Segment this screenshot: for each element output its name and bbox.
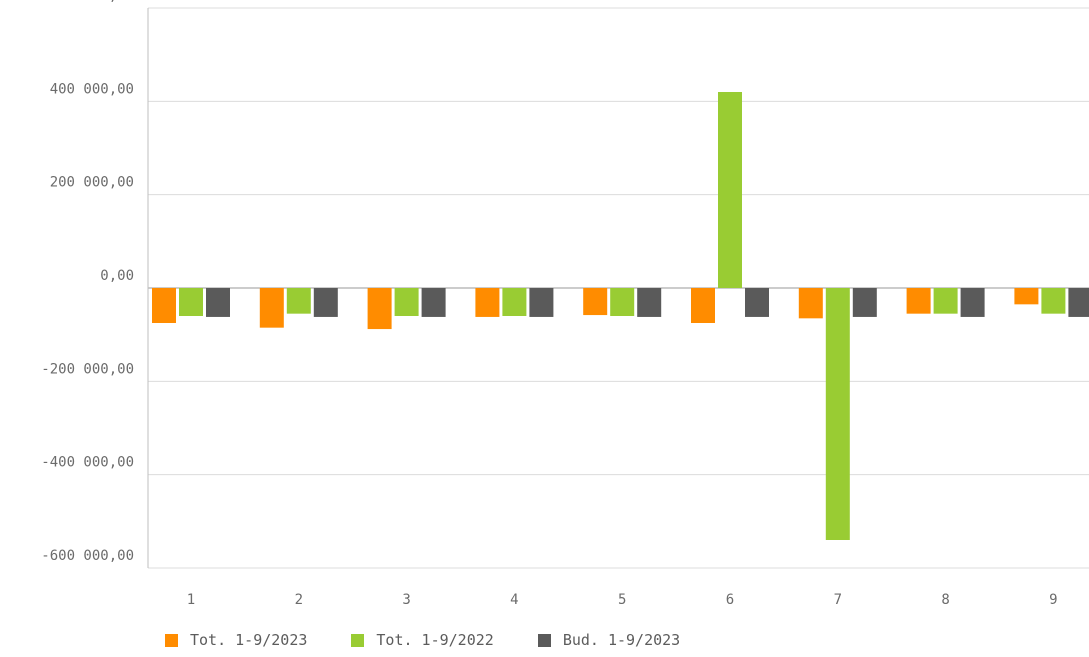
bar-s3-c6[interactable] [745, 288, 769, 317]
bar-s3-c1[interactable] [206, 288, 230, 317]
legend-label-2: Tot. 1-9/2022 [376, 631, 494, 649]
legend-swatch-3 [537, 633, 551, 647]
bar-s1-c8[interactable] [906, 288, 931, 314]
bar-s1-c9[interactable] [1014, 288, 1039, 305]
y-tick-label-4: -200 000,00 [41, 361, 134, 377]
legend-item-1[interactable]: Tot. 1-9/2023 [165, 631, 307, 649]
x-tick-label-6: 6 [726, 592, 734, 608]
legend-swatch-2 [351, 633, 365, 647]
chart-legend: Tot. 1-9/2023 Tot. 1-9/2022 Bud. 1-9/202… [165, 628, 680, 652]
y-tick-label-0: 600 000,00 [50, 0, 134, 4]
bar-s3-c2[interactable] [313, 288, 338, 317]
x-tick-label-7: 7 [834, 592, 842, 608]
y-tick-label-5: -400 000,00 [41, 455, 134, 471]
legend-label-3: Bud. 1-9/2023 [562, 631, 681, 649]
bar-s2-c4[interactable] [502, 288, 527, 316]
x-tick-label-1: 1 [187, 592, 195, 608]
bar-s2-c5[interactable] [610, 288, 635, 316]
bar-s1-c5[interactable] [583, 288, 608, 316]
bar-s2-c8[interactable] [933, 288, 958, 314]
bar-s2-c2[interactable] [286, 288, 311, 314]
bar-s1-c1[interactable] [152, 288, 176, 323]
legend-item-3[interactable]: Bud. 1-9/2023 [537, 631, 681, 649]
bar-s1-c2[interactable] [259, 288, 284, 328]
x-tick-label-5: 5 [618, 592, 626, 608]
bar-s2-c9[interactable] [1041, 288, 1066, 314]
bar-s2-c7[interactable] [825, 288, 850, 540]
bar-s1-c7[interactable] [798, 288, 823, 319]
bar-s2-c6[interactable] [718, 92, 742, 288]
legend-swatch-1 [165, 633, 178, 647]
bar-s1-c4[interactable] [475, 288, 500, 317]
bar-s3-c3[interactable] [421, 288, 446, 317]
bar-s3-c8[interactable] [960, 288, 985, 317]
bar-s3-c7[interactable] [852, 288, 877, 317]
bar-s3-c9[interactable] [1068, 288, 1089, 317]
bar-s2-c3[interactable] [394, 288, 419, 316]
bar-s1-c6[interactable] [691, 288, 715, 323]
legend-item-2[interactable]: Tot. 1-9/2022 [351, 631, 494, 649]
x-tick-label-4: 4 [510, 592, 518, 608]
y-tick-label-3: 0,00 [100, 268, 134, 284]
x-tick-label-2: 2 [295, 592, 303, 608]
bar-s3-c4[interactable] [529, 288, 554, 317]
bar-s3-c5[interactable] [637, 288, 662, 317]
x-tick-label-9: 9 [1049, 592, 1057, 608]
x-tick-label-3: 3 [402, 592, 410, 608]
bar-s2-c1[interactable] [179, 288, 203, 316]
bar-s1-c3[interactable] [367, 288, 392, 330]
y-tick-label-1: 400 000,00 [50, 81, 134, 97]
x-tick-label-8: 8 [941, 592, 949, 608]
y-tick-label-2: 200 000,00 [50, 175, 134, 191]
legend-label-1: Tot. 1-9/2023 [190, 631, 308, 649]
y-tick-label-6: -600 000,00 [41, 548, 134, 564]
